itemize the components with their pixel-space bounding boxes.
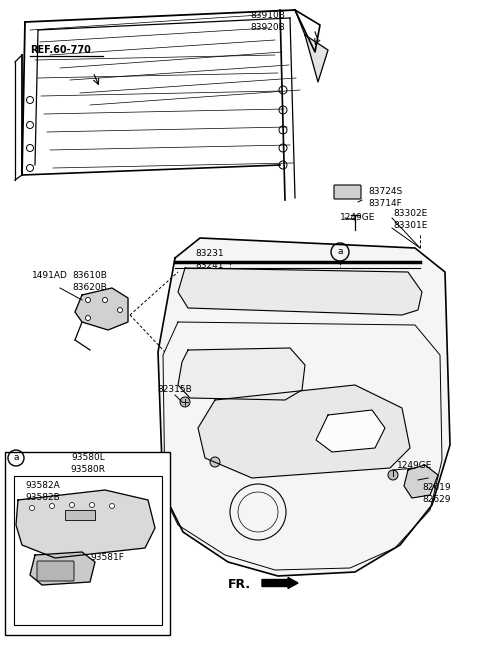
Circle shape <box>388 470 398 480</box>
Bar <box>5 452 170 635</box>
Polygon shape <box>178 268 422 315</box>
Text: 82629: 82629 <box>422 496 451 504</box>
Bar <box>65 510 95 520</box>
Text: 83301E: 83301E <box>393 221 427 229</box>
Text: 83302E: 83302E <box>393 209 427 217</box>
Polygon shape <box>316 410 385 452</box>
FancyArrow shape <box>262 578 298 588</box>
Text: 1249GE: 1249GE <box>340 213 375 223</box>
Circle shape <box>210 457 220 467</box>
Text: a: a <box>337 247 343 257</box>
Circle shape <box>118 307 122 313</box>
Polygon shape <box>75 288 128 330</box>
Polygon shape <box>16 490 155 558</box>
Text: 83920B: 83920B <box>250 23 285 31</box>
Text: FR.: FR. <box>228 578 251 592</box>
Text: a: a <box>13 454 19 462</box>
Text: 93582B: 93582B <box>25 492 60 502</box>
Circle shape <box>49 504 55 508</box>
Polygon shape <box>178 348 305 400</box>
FancyBboxPatch shape <box>37 561 74 581</box>
Text: 83231: 83231 <box>195 249 224 257</box>
Text: 93580R: 93580R <box>71 466 106 474</box>
Circle shape <box>103 297 108 303</box>
Text: 82315B: 82315B <box>157 386 192 394</box>
Text: 93581F: 93581F <box>90 554 124 562</box>
Text: 83620B: 83620B <box>72 283 107 293</box>
Circle shape <box>70 502 74 508</box>
Circle shape <box>85 315 91 321</box>
Polygon shape <box>198 385 410 478</box>
Polygon shape <box>158 238 450 576</box>
Text: REF.60-770: REF.60-770 <box>30 45 91 55</box>
Text: 83724S: 83724S <box>368 187 402 197</box>
Circle shape <box>180 397 190 407</box>
Circle shape <box>29 506 35 510</box>
Circle shape <box>109 504 115 508</box>
Text: 1249GE: 1249GE <box>397 460 432 470</box>
Text: 82619: 82619 <box>422 484 451 492</box>
Text: 93580L: 93580L <box>71 454 105 462</box>
Text: 83241: 83241 <box>195 261 224 269</box>
Circle shape <box>89 502 95 508</box>
Circle shape <box>85 297 91 303</box>
Text: 83910B: 83910B <box>250 11 285 19</box>
Text: 83714F: 83714F <box>368 199 402 207</box>
Polygon shape <box>305 35 328 82</box>
FancyBboxPatch shape <box>334 185 361 199</box>
Text: 83610B: 83610B <box>72 271 107 281</box>
Polygon shape <box>30 552 95 585</box>
Polygon shape <box>404 465 438 498</box>
Text: 93582A: 93582A <box>25 480 60 490</box>
Text: 1491AD: 1491AD <box>32 271 68 281</box>
Bar <box>14 476 162 625</box>
